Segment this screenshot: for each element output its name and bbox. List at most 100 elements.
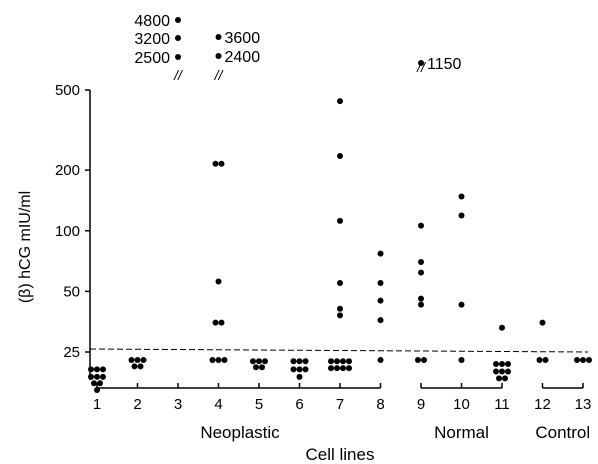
data-point [499, 360, 505, 367]
y-tick-label: 100 [55, 223, 80, 240]
group-label: Control [535, 423, 590, 442]
data-point [296, 366, 303, 373]
data-point [334, 358, 340, 365]
data-point [88, 373, 94, 380]
y-axis-label: (β) hCG mIU/ml [17, 191, 34, 303]
data-point [100, 366, 106, 373]
x-tick-label: 10 [453, 396, 470, 413]
x-tick-label: 1 [93, 396, 101, 413]
data-point [496, 375, 502, 382]
offscale-point [215, 34, 222, 40]
data-point [418, 269, 424, 276]
data-point [91, 380, 97, 387]
offscale-value-label: 4800 [134, 13, 170, 30]
data-point [580, 357, 586, 364]
data-point [290, 366, 297, 373]
data-points [88, 17, 592, 393]
data-point [377, 250, 384, 257]
offscale-point [215, 53, 222, 59]
data-point [499, 324, 505, 331]
data-point [505, 368, 511, 375]
data-point [340, 358, 346, 365]
y-tick-label: 200 [55, 162, 80, 179]
data-point [337, 312, 343, 319]
offscale-value-label: 3600 [225, 30, 261, 47]
data-point [137, 363, 144, 370]
data-point [415, 357, 421, 364]
x-tick-label: 6 [295, 396, 303, 413]
data-point [212, 160, 219, 167]
axis-lines [85, 89, 589, 389]
data-point [253, 364, 259, 371]
data-point [418, 258, 424, 265]
data-point [502, 375, 508, 382]
data-point [418, 301, 424, 308]
data-point [493, 368, 499, 375]
x-axis-label: Cell lines [306, 445, 375, 464]
data-point [337, 98, 343, 105]
data-point [290, 358, 297, 365]
data-point [377, 317, 384, 324]
axis-break-mark: // [214, 67, 225, 83]
data-point [377, 357, 384, 364]
y-tick-label: 25 [63, 344, 80, 361]
data-point [296, 358, 303, 365]
data-point [218, 319, 225, 326]
offscale-point [175, 17, 181, 23]
data-point [458, 357, 465, 364]
data-point [337, 153, 343, 160]
data-point [256, 358, 262, 365]
x-tick-label: 3 [174, 396, 182, 413]
offscale-point [418, 60, 424, 66]
x-tick-label: 5 [255, 396, 263, 413]
data-point [346, 365, 352, 372]
data-point [212, 319, 219, 326]
data-point [131, 363, 138, 370]
data-point [574, 357, 580, 364]
data-point [218, 160, 225, 167]
data-point [337, 217, 343, 224]
offscale-value-label: 2400 [225, 49, 261, 66]
data-point [418, 222, 424, 229]
data-point [94, 366, 100, 373]
offscale-point [175, 54, 181, 60]
x-tick-label: 9 [417, 396, 425, 413]
data-point [250, 358, 256, 365]
data-point [539, 319, 546, 326]
y-tick-label: 500 [55, 82, 80, 99]
data-point [88, 366, 94, 373]
data-point [215, 278, 222, 285]
data-point [215, 357, 222, 364]
data-point [259, 364, 265, 371]
group-label: Normal [434, 423, 489, 442]
x-tick-label: 12 [534, 396, 551, 413]
x-tick-label: 13 [575, 396, 592, 413]
data-point [337, 280, 343, 287]
data-point [94, 386, 100, 393]
data-point [302, 358, 309, 365]
data-point [458, 301, 465, 308]
data-point [505, 360, 511, 367]
detection-limit-line [89, 348, 589, 353]
data-point [328, 365, 334, 372]
offscale-value-label: 1150 [427, 56, 462, 73]
data-point [100, 373, 106, 380]
data-point [140, 357, 147, 364]
data-point [128, 357, 135, 364]
data-point [94, 373, 100, 380]
data-point [134, 357, 141, 364]
x-tick-label: 7 [336, 396, 344, 413]
data-point [377, 297, 384, 304]
data-point [209, 357, 216, 364]
data-point [493, 360, 499, 367]
data-point [296, 373, 303, 380]
data-point [458, 193, 465, 200]
data-point [328, 358, 334, 365]
data-point [337, 305, 343, 312]
x-tick-label: 4 [214, 396, 222, 413]
data-point [499, 368, 505, 375]
data-point [536, 357, 543, 364]
data-point [221, 357, 228, 364]
